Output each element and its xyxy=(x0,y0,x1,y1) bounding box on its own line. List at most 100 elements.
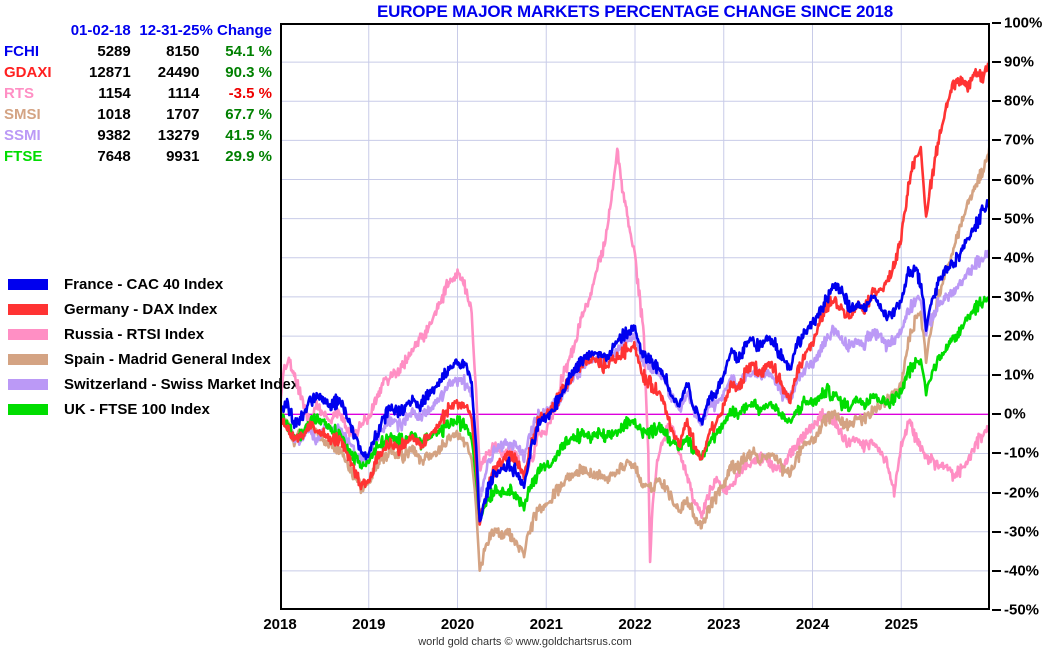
row-symbol: FTSE xyxy=(4,148,43,165)
row-end-value: 24490 xyxy=(157,64,200,81)
series-line-fchi xyxy=(280,198,990,523)
y-axis-label: -30% xyxy=(1004,523,1040,541)
row-start-value: 1018 xyxy=(97,106,131,123)
legend-color-swatch xyxy=(8,354,48,365)
legend-item[interactable]: Switzerland - Swiss Market Index xyxy=(8,372,299,397)
row-symbol: GDAXI xyxy=(4,64,52,81)
y-axis-label: 100% xyxy=(1004,14,1043,32)
y-axis-tick xyxy=(992,100,1001,103)
row-end-value: 1114 xyxy=(167,85,200,102)
row-end-value: 1707 xyxy=(166,106,200,123)
y-axis-tick xyxy=(992,452,1001,455)
legend-color-swatch xyxy=(8,329,48,340)
row-end-value: 9931 xyxy=(166,148,200,165)
legend-label: UK - FTSE 100 Index xyxy=(64,401,210,418)
column-header-start-date: 01-02-18 xyxy=(70,22,131,39)
row-pct-change: 54.1 % xyxy=(225,43,272,60)
legend-color-swatch xyxy=(8,379,48,390)
legend-item[interactable]: France - CAC 40 Index xyxy=(8,272,299,297)
chart-legend: France - CAC 40 Index Germany - DAX Index… xyxy=(8,272,299,422)
legend-item[interactable]: Spain - Madrid General Index xyxy=(8,347,299,372)
row-pct-change: 67.7 % xyxy=(225,106,272,123)
table-row: FTSE 7648 9931 29.9 % xyxy=(0,146,276,167)
plot-area xyxy=(280,23,990,610)
y-axis-tick xyxy=(992,374,1001,377)
row-symbol: FCHI xyxy=(4,43,39,60)
table-row: FCHI 5289 8150 54.1 % xyxy=(0,41,276,62)
y-axis: 100% 90% 80% 70% 60% 50% 40% 30% 20% 10% 0% -10% -20… xyxy=(992,15,1050,619)
column-header-pct-change: % Change xyxy=(199,22,272,39)
legend-color-swatch xyxy=(8,404,48,415)
row-end-value: 8150 xyxy=(166,43,200,60)
row-start-value: 7648 xyxy=(97,148,131,165)
y-axis-label: 50% xyxy=(1004,210,1035,228)
y-axis-label: -20% xyxy=(1004,484,1040,502)
y-axis-label: -40% xyxy=(1004,562,1040,580)
row-pct-change: 90.3 % xyxy=(225,64,272,81)
y-axis-label: 0% xyxy=(1004,405,1026,423)
y-axis-tick xyxy=(992,61,1001,64)
legend-color-swatch xyxy=(8,279,48,290)
x-axis-label: 2023 xyxy=(707,616,741,633)
footer-credit: world gold charts © www.goldchartsrus.co… xyxy=(418,636,632,648)
legend-item[interactable]: Germany - DAX Index xyxy=(8,297,299,322)
x-axis-label: 2018 xyxy=(263,616,297,633)
table-row: SMSI 1018 1707 67.7 % xyxy=(0,104,276,125)
legend-label: France - CAC 40 Index xyxy=(64,276,224,293)
table-row: RTS 1154 1114 -3.5 % xyxy=(0,83,276,104)
series-line-ftse xyxy=(280,295,990,522)
y-axis-tick xyxy=(992,491,1001,494)
y-axis-tick xyxy=(992,139,1001,142)
x-axis-label: 2021 xyxy=(529,616,563,633)
y-axis-tick xyxy=(992,217,1001,220)
y-axis-tick xyxy=(992,413,1001,416)
x-axis-label: 2025 xyxy=(884,616,918,633)
series-canvas xyxy=(280,23,990,610)
table-row: SSMI 9382 13279 41.5 % xyxy=(0,125,276,146)
y-axis-tick xyxy=(992,335,1001,338)
x-axis-label: 2019 xyxy=(352,616,386,633)
y-axis-label: 90% xyxy=(1004,53,1035,71)
row-start-value: 9382 xyxy=(97,127,131,144)
row-pct-change: 29.9 % xyxy=(225,148,272,165)
y-axis-tick xyxy=(992,530,1001,533)
y-axis-label: 10% xyxy=(1004,366,1035,384)
series-line-smsi xyxy=(280,145,990,572)
y-axis-tick xyxy=(992,609,1001,611)
table-header-row: 01-02-18 12-31-25 % Change xyxy=(0,20,276,41)
y-axis-label: 80% xyxy=(1004,92,1035,110)
legend-color-swatch xyxy=(8,304,48,315)
y-axis-label: -10% xyxy=(1004,444,1040,462)
x-axis-label: 2020 xyxy=(440,616,475,633)
y-axis-tick xyxy=(992,22,1001,24)
legend-label: Spain - Madrid General Index xyxy=(64,351,271,368)
y-axis-label: 70% xyxy=(1004,131,1035,149)
legend-label: Russia - RTSI Index xyxy=(64,326,205,343)
row-pct-change: 41.5 % xyxy=(225,127,272,144)
series-line-ssmi xyxy=(280,249,990,503)
y-axis-label: 30% xyxy=(1004,288,1035,306)
row-start-value: 1154 xyxy=(98,85,131,102)
y-axis-tick xyxy=(992,569,1001,572)
y-axis-tick xyxy=(992,178,1001,181)
y-axis-tick xyxy=(992,295,1001,298)
row-symbol: SSMI xyxy=(4,127,41,144)
legend-item[interactable]: UK - FTSE 100 Index xyxy=(8,397,299,422)
row-end-value: 13279 xyxy=(157,127,200,144)
page-title: EUROPE MAJOR MARKETS PERCENTAGE CHANGE S… xyxy=(376,2,894,21)
row-start-value: 12871 xyxy=(89,64,131,81)
column-header-end-date: 12-31-25 xyxy=(139,22,200,39)
x-axis-label: 2022 xyxy=(618,616,652,633)
plot-frame xyxy=(280,23,990,610)
summary-table: 01-02-18 12-31-25 % Change FCHI 5289 8150 5… xyxy=(0,20,276,167)
legend-label: Switzerland - Swiss Market Index xyxy=(64,376,300,393)
column-header-symbol xyxy=(0,20,62,41)
row-symbol: RTS xyxy=(4,85,34,102)
legend-item[interactable]: Russia - RTSI Index xyxy=(8,322,299,347)
x-axis-label: 2024 xyxy=(795,616,830,633)
table-row: GDAXI 12871 24490 90.3 % xyxy=(0,62,276,83)
y-axis-label: 20% xyxy=(1004,327,1035,345)
x-axis: 2018 2019 2020 2021 2022 2023 2024 2025 xyxy=(263,616,990,640)
y-axis-label: 60% xyxy=(1004,171,1035,189)
